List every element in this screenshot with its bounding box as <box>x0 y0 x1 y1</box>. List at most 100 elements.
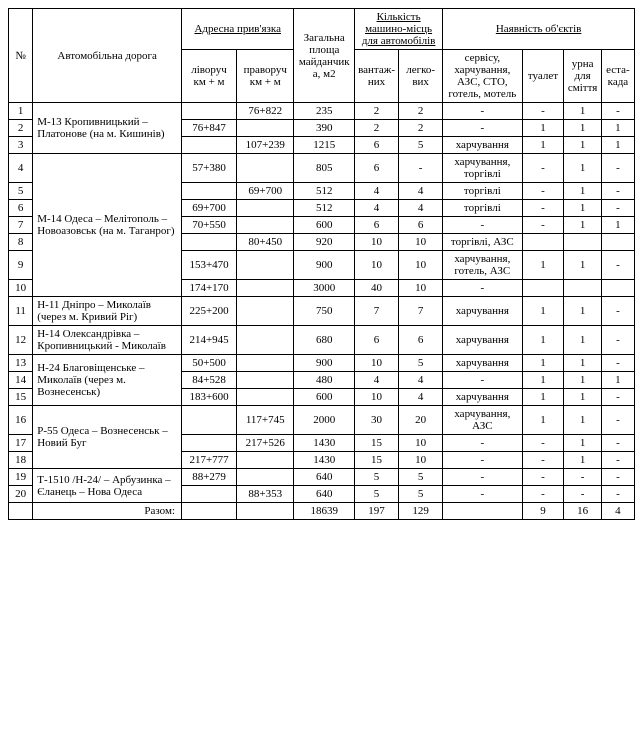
cell: - <box>443 435 522 452</box>
cell: 1 <box>564 406 601 435</box>
cell: 1 <box>601 120 634 137</box>
cell: - <box>601 251 634 280</box>
cell: - <box>601 200 634 217</box>
cell <box>182 234 237 251</box>
cell: 5 <box>355 469 399 486</box>
cell: 88+353 <box>237 486 294 503</box>
cell: 235 <box>294 103 355 120</box>
cell: 197 <box>355 503 399 520</box>
road-name: Р-55 Одеса – Вознесенськ – Новий Буг <box>33 406 182 469</box>
cell <box>237 355 294 372</box>
cell: 7 <box>355 297 399 326</box>
cell: 1 <box>9 103 33 120</box>
cell: 14 <box>9 372 33 389</box>
col-area: Загальна площа майданчика, м2 <box>294 9 355 103</box>
cell: 16 <box>564 503 601 520</box>
cell: 88+279 <box>182 469 237 486</box>
cell: 600 <box>294 389 355 406</box>
table-row: 19Т-1510 /Н-24/ – Арбузинка – Єланець – … <box>9 469 635 486</box>
cell <box>237 372 294 389</box>
cell <box>237 469 294 486</box>
cell: торгівлі <box>443 200 522 217</box>
cell: 600 <box>294 217 355 234</box>
cell: 1 <box>564 452 601 469</box>
data-table: № Автомобільна дорога Адресна прив'язка … <box>8 8 635 520</box>
cell: - <box>601 103 634 120</box>
cell: 4 <box>399 200 443 217</box>
table-row: 11Н-11 Дніпро – Миколаїв (через м. Криви… <box>9 297 635 326</box>
cell: 19 <box>9 469 33 486</box>
cell: 7 <box>399 297 443 326</box>
cell: 6 <box>355 137 399 154</box>
col-left: ліворуч км + м <box>182 50 237 103</box>
cell: 1 <box>564 103 601 120</box>
cell: 4 <box>9 154 33 183</box>
cell: 18639 <box>294 503 355 520</box>
cell: 30 <box>355 406 399 435</box>
cell: 174+170 <box>182 280 237 297</box>
cell <box>237 503 294 520</box>
cell: 1 <box>564 154 601 183</box>
cell: - <box>443 372 522 389</box>
cell: 10 <box>355 389 399 406</box>
cell: 69+700 <box>237 183 294 200</box>
table-row: 16Р-55 Одеса – Вознесенськ – Новий Буг11… <box>9 406 635 435</box>
cell: харчування, торгівлі <box>443 154 522 183</box>
cell: 217+777 <box>182 452 237 469</box>
table-row: 4М-14 Одеса – Мелітополь – Новоазовськ (… <box>9 154 635 183</box>
cell: 18 <box>9 452 33 469</box>
col-esta: еста-када <box>601 50 634 103</box>
cell: 1 <box>564 137 601 154</box>
cell: 183+600 <box>182 389 237 406</box>
cell: 10 <box>399 435 443 452</box>
cell: 10 <box>399 234 443 251</box>
cell <box>9 503 33 520</box>
cell: - <box>522 486 564 503</box>
cell: - <box>522 435 564 452</box>
cell: 17 <box>9 435 33 452</box>
cell: 1430 <box>294 452 355 469</box>
cell: 805 <box>294 154 355 183</box>
cell: - <box>601 355 634 372</box>
cell: 750 <box>294 297 355 326</box>
cell <box>564 234 601 251</box>
cell: 1 <box>522 120 564 137</box>
col-vant: вантаж-них <box>355 50 399 103</box>
cell: 10 <box>399 452 443 469</box>
cell: 10 <box>399 251 443 280</box>
cell: 1 <box>522 406 564 435</box>
cell: 1 <box>564 372 601 389</box>
cell: 11 <box>9 297 33 326</box>
cell: - <box>601 326 634 355</box>
col-serv: сервісу, харчування, АЗС, СТО, готель, м… <box>443 50 522 103</box>
cell <box>443 503 522 520</box>
cell <box>237 251 294 280</box>
cell: 480 <box>294 372 355 389</box>
cell <box>601 234 634 251</box>
cell: - <box>522 217 564 234</box>
cell: 1 <box>564 355 601 372</box>
cell: харчування <box>443 326 522 355</box>
cell: 1 <box>522 326 564 355</box>
cell: - <box>443 217 522 234</box>
cell: 4 <box>399 183 443 200</box>
cell: харчування <box>443 355 522 372</box>
cell: 1 <box>522 389 564 406</box>
cell: 1 <box>564 183 601 200</box>
cell: 7 <box>9 217 33 234</box>
cell: 50+500 <box>182 355 237 372</box>
cell: 6 <box>355 217 399 234</box>
cell: 900 <box>294 355 355 372</box>
cell: 1 <box>522 372 564 389</box>
cell: 69+700 <box>182 200 237 217</box>
cell: харчування <box>443 389 522 406</box>
cell: 4 <box>355 183 399 200</box>
cell: - <box>443 486 522 503</box>
cell: харчування, готель, АЗС <box>443 251 522 280</box>
cell <box>522 280 564 297</box>
cell: - <box>601 452 634 469</box>
cell: 512 <box>294 183 355 200</box>
cell: 1 <box>522 297 564 326</box>
cell: - <box>443 103 522 120</box>
cell: 3000 <box>294 280 355 297</box>
